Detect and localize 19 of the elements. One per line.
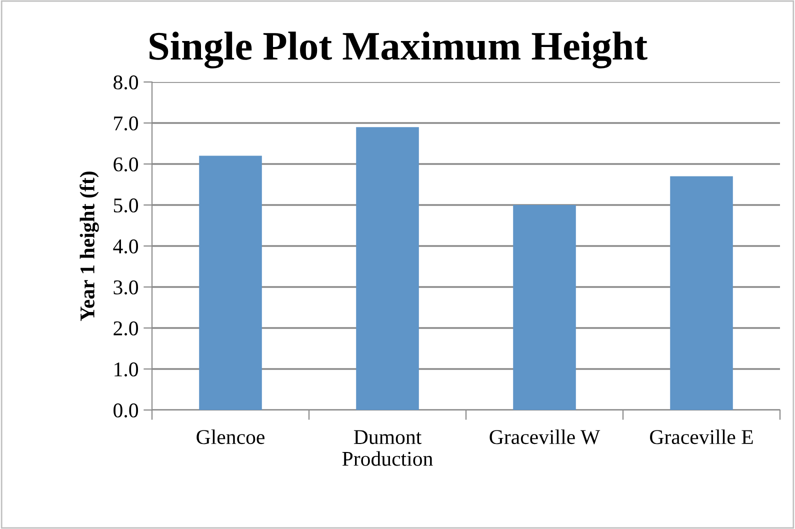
- bar: [356, 127, 419, 410]
- y-tick-label: 8.0: [114, 75, 138, 90]
- y-axis-title: Year 1 height (ft): [80, 172, 99, 321]
- y-tick-label: 4.0: [113, 239, 138, 254]
- y-tick-label: 1.0: [114, 362, 138, 377]
- y-tick-label: 7.0: [114, 116, 138, 131]
- y-tick-label: 0.0: [114, 403, 138, 418]
- y-tick-label: 5.0: [114, 198, 138, 213]
- x-tick-label: Graceville W: [490, 429, 600, 444]
- x-tick-label: Dumont Production: [342, 430, 433, 466]
- bar: [199, 156, 262, 410]
- bar: [513, 205, 576, 410]
- y-tick-label: 3.0: [114, 280, 138, 295]
- x-tick-label: Glencoe: [196, 429, 264, 444]
- y-tick-label: 2.0: [114, 321, 138, 336]
- x-tick-label: Graceville E: [650, 429, 753, 444]
- y-tick-label: 6.0: [114, 157, 138, 172]
- bar: [670, 176, 733, 410]
- chart-title: Single Plot Maximum Height: [150, 32, 648, 68]
